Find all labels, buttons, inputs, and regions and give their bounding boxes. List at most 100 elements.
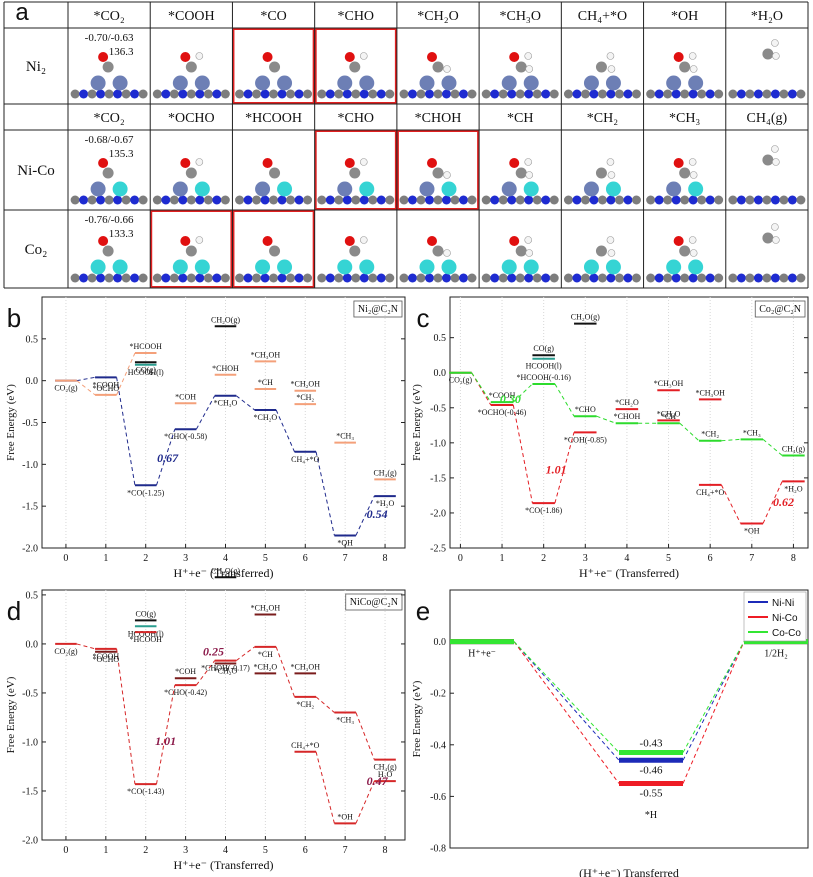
y-tick-label: -0.5 (22, 688, 38, 699)
substrate-atom (178, 89, 188, 99)
substrate-atom (606, 273, 616, 283)
carbon-atom (185, 167, 197, 179)
highlight-box (314, 130, 397, 210)
level-label: *CHOH (614, 412, 641, 421)
carbon-atom (762, 48, 774, 60)
substrate-atom (532, 89, 542, 99)
carbon-atom (515, 61, 527, 73)
substrate-atom (96, 89, 106, 99)
carbon-atom (102, 245, 114, 257)
substrate-atom (138, 273, 148, 283)
substrate-atom (450, 195, 460, 205)
connector (315, 751, 335, 824)
x-tick-label: 5 (263, 845, 268, 856)
substrate-atom (286, 273, 296, 283)
connector (116, 377, 136, 486)
hydrogen-atom (772, 52, 780, 60)
substrate-atom (425, 89, 434, 99)
hydrogen-atom (525, 249, 534, 257)
substrate-atom (121, 89, 131, 99)
level-label: *CH₂O (254, 662, 278, 671)
highlight-box (232, 210, 315, 288)
hydrogen-atom (359, 158, 368, 166)
substrate-atom (334, 89, 344, 99)
metal-atom (523, 259, 539, 275)
legend-label: Ni-Ni (772, 598, 794, 609)
substrate-atom (745, 89, 755, 99)
level-label: HCOOH(l) (526, 362, 562, 371)
oxygen-atom (673, 236, 684, 246)
x-tick-label: 3 (583, 553, 588, 564)
substrate-atom (646, 89, 656, 99)
level-label: CH₂O(g) (211, 315, 240, 324)
x-tick-label: 3 (183, 553, 188, 564)
carbon-atom (185, 245, 197, 257)
metal-atom (419, 181, 435, 197)
y-tick-label: -0.4 (430, 740, 446, 751)
level-label: *OH (337, 538, 353, 547)
level-label: CO(g) (135, 365, 156, 374)
carbon-atom (515, 167, 527, 179)
column-header: *HCOOH (245, 111, 302, 126)
level-label: *CHO(-0.58) (164, 432, 207, 441)
connector (116, 352, 136, 396)
metal-atom (583, 259, 599, 275)
hydrogen-atom (443, 171, 451, 179)
y-tick-label: -2.0 (22, 836, 38, 847)
y-tick-label: 0.5 (26, 334, 39, 345)
substrate-atom (96, 195, 106, 205)
hydrogen-atom (606, 236, 615, 244)
substrate-atom (663, 273, 673, 283)
barrier-label: 1.01 (155, 734, 176, 748)
level-label: CO₂(g) (54, 384, 78, 393)
substrate-atom (671, 273, 681, 283)
carbon-atom (102, 61, 114, 73)
level-label: *COOH (489, 391, 516, 400)
substrate-atom (796, 89, 806, 99)
row-label: Ni-Co (17, 163, 55, 179)
metal-atom (112, 259, 128, 275)
connector (513, 641, 620, 761)
substrate-atom (753, 273, 763, 283)
metal-atom (359, 75, 375, 91)
oxygen-atom (673, 158, 684, 168)
y-tick-label: -1.0 (22, 737, 38, 748)
substrate-atom (425, 195, 434, 205)
substrate-atom (235, 195, 245, 205)
substrate-atom (728, 273, 738, 283)
substrate-atom (442, 273, 451, 283)
level-label: CH₄(g) (373, 468, 397, 477)
hydrogen-atom (689, 249, 698, 257)
substrate-atom (121, 273, 131, 283)
carbon-atom (349, 245, 361, 257)
substrate-atom (416, 273, 426, 283)
carbon-atom (762, 154, 774, 166)
metal-atom (194, 75, 210, 91)
metal-atom (419, 259, 435, 275)
substrate-atom (186, 89, 196, 99)
substrate-atom (303, 89, 313, 99)
panel-label: a (15, 0, 29, 26)
metal-atom (112, 75, 128, 91)
substrate-atom (203, 195, 213, 205)
column-header: *CH₂O (417, 9, 458, 24)
hydrogen-atom (195, 158, 204, 166)
substrate-atom (490, 273, 500, 283)
substrate-atom (416, 89, 426, 99)
y-tick-label: -0.8 (430, 844, 446, 855)
column-header: *CH₂ (587, 111, 618, 126)
connector (76, 380, 96, 396)
metal-atom (666, 259, 682, 275)
plot-frame (449, 589, 809, 849)
hydrogen-atom (195, 52, 204, 60)
substrate-atom (524, 89, 534, 99)
data-label: -0.55 (640, 788, 663, 800)
substrate-atom (606, 195, 616, 205)
barrier-label: 0.47 (367, 774, 389, 788)
column-header: *CHOH (415, 111, 462, 126)
metal-atom (501, 259, 517, 275)
level-label: CH₄+*O (291, 455, 319, 464)
substrate-atom (705, 195, 715, 205)
substrate-atom (646, 273, 656, 283)
